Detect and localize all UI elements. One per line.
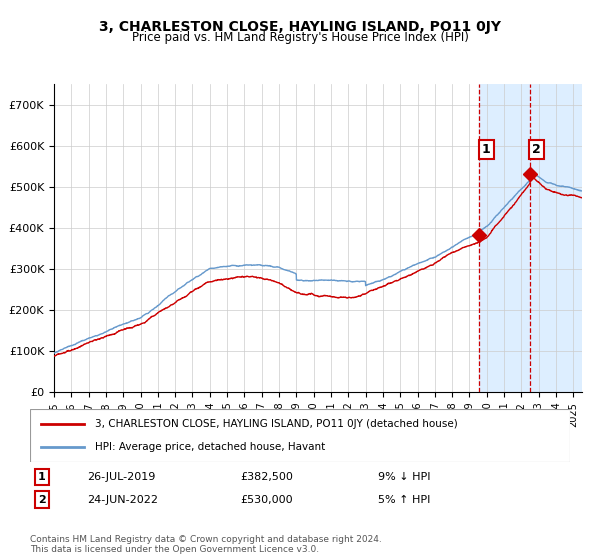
Text: HPI: Average price, detached house, Havant: HPI: Average price, detached house, Hava… [95, 442, 325, 452]
Text: 9% ↓ HPI: 9% ↓ HPI [378, 472, 431, 482]
Text: 26-JUL-2019: 26-JUL-2019 [87, 472, 155, 482]
Text: 1: 1 [38, 472, 46, 482]
Text: Contains HM Land Registry data © Crown copyright and database right 2024.
This d: Contains HM Land Registry data © Crown c… [30, 535, 382, 554]
Text: 2: 2 [532, 143, 541, 156]
Text: Price paid vs. HM Land Registry's House Price Index (HPI): Price paid vs. HM Land Registry's House … [131, 31, 469, 44]
Text: 24-JUN-2022: 24-JUN-2022 [87, 494, 158, 505]
FancyBboxPatch shape [30, 409, 570, 462]
Text: 3, CHARLESTON CLOSE, HAYLING ISLAND, PO11 0JY: 3, CHARLESTON CLOSE, HAYLING ISLAND, PO1… [99, 20, 501, 34]
Bar [479, 84, 582, 392]
Text: 3, CHARLESTON CLOSE, HAYLING ISLAND, PO11 0JY (detached house): 3, CHARLESTON CLOSE, HAYLING ISLAND, PO1… [95, 419, 458, 429]
Text: £382,500: £382,500 [240, 472, 293, 482]
Text: 2: 2 [38, 494, 46, 505]
Text: 1: 1 [482, 143, 491, 156]
Text: £530,000: £530,000 [240, 494, 293, 505]
Text: 5% ↑ HPI: 5% ↑ HPI [378, 494, 430, 505]
